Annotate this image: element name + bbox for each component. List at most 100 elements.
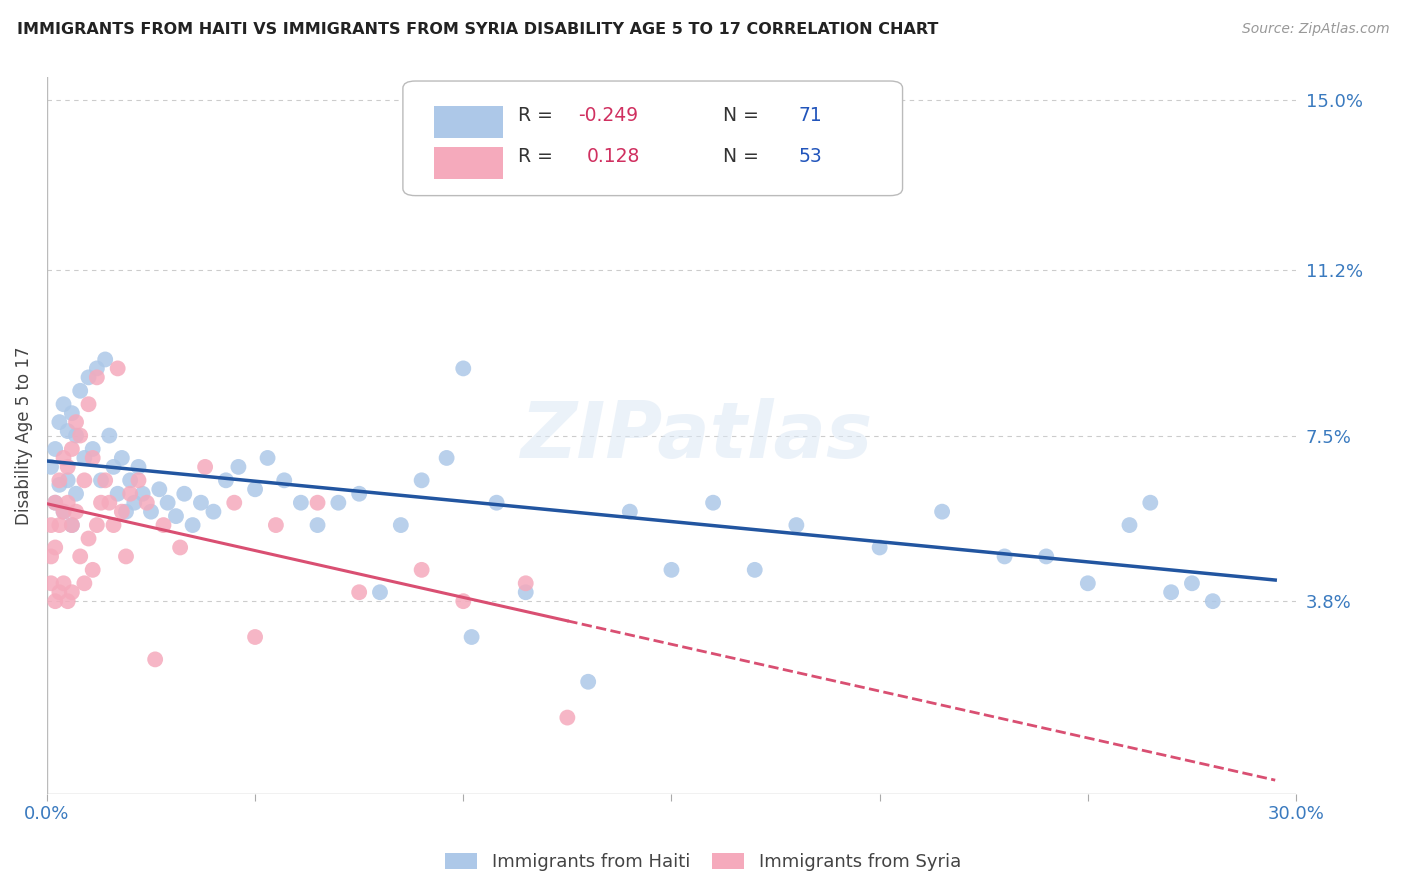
Point xyxy=(65,428,87,442)
Point xyxy=(139,505,162,519)
Point xyxy=(44,594,66,608)
Point xyxy=(173,487,195,501)
Point xyxy=(52,397,75,411)
Point xyxy=(48,518,70,533)
Point xyxy=(65,415,87,429)
Point xyxy=(307,496,329,510)
Point xyxy=(39,549,62,564)
Point xyxy=(115,505,138,519)
Point xyxy=(128,473,150,487)
Point xyxy=(243,483,266,497)
Point xyxy=(103,518,125,533)
Point xyxy=(86,370,108,384)
Point xyxy=(111,450,134,465)
Point xyxy=(94,352,117,367)
Text: 71: 71 xyxy=(799,106,823,125)
Point xyxy=(1118,518,1140,533)
Text: ZIPatlas: ZIPatlas xyxy=(520,398,873,474)
Bar xyxy=(434,147,503,179)
Point xyxy=(243,630,266,644)
Point xyxy=(411,563,433,577)
Point xyxy=(485,496,508,510)
Point xyxy=(152,518,174,533)
Point xyxy=(107,361,129,376)
Point xyxy=(65,487,87,501)
Point xyxy=(1139,496,1161,510)
Point xyxy=(56,496,79,510)
Point xyxy=(744,563,766,577)
Point xyxy=(1160,585,1182,599)
Point xyxy=(389,518,412,533)
Point xyxy=(52,576,75,591)
Point xyxy=(451,361,474,376)
Point xyxy=(224,496,246,510)
Point xyxy=(82,563,104,577)
Point xyxy=(619,505,641,519)
Text: Source: ZipAtlas.com: Source: ZipAtlas.com xyxy=(1241,22,1389,37)
Point xyxy=(169,541,191,555)
Point xyxy=(661,563,683,577)
Point xyxy=(165,509,187,524)
Point xyxy=(993,549,1015,564)
Point xyxy=(39,518,62,533)
Point xyxy=(48,585,70,599)
Point xyxy=(73,473,96,487)
Text: N =: N = xyxy=(711,147,765,166)
Point xyxy=(44,496,66,510)
Point xyxy=(60,518,83,533)
Y-axis label: Disability Age 5 to 17: Disability Age 5 to 17 xyxy=(15,346,32,524)
Point xyxy=(39,576,62,591)
Text: 0.128: 0.128 xyxy=(586,147,640,166)
Point xyxy=(52,505,75,519)
Point xyxy=(148,483,170,497)
Point xyxy=(328,496,350,510)
Point xyxy=(60,518,83,533)
Point xyxy=(202,505,225,519)
Point xyxy=(73,576,96,591)
Point xyxy=(77,532,100,546)
Point xyxy=(190,496,212,510)
Point xyxy=(194,459,217,474)
Text: N =: N = xyxy=(711,106,765,125)
Point xyxy=(65,505,87,519)
Point xyxy=(228,459,250,474)
Point xyxy=(143,652,166,666)
Text: R =: R = xyxy=(517,147,565,166)
Point xyxy=(98,496,121,510)
Point xyxy=(56,473,79,487)
Point xyxy=(347,487,370,501)
Point xyxy=(931,505,953,519)
Point xyxy=(1077,576,1099,591)
Text: 53: 53 xyxy=(799,147,823,166)
Point xyxy=(56,459,79,474)
Point xyxy=(44,442,66,456)
Point xyxy=(111,505,134,519)
Point xyxy=(120,487,142,501)
Point xyxy=(1181,576,1204,591)
Point xyxy=(869,541,891,555)
Point xyxy=(98,428,121,442)
Point xyxy=(1035,549,1057,564)
Point xyxy=(156,496,179,510)
Point xyxy=(131,487,153,501)
Point xyxy=(56,594,79,608)
Point xyxy=(52,505,75,519)
Point xyxy=(436,450,458,465)
Point xyxy=(557,710,579,724)
Point xyxy=(86,518,108,533)
Point xyxy=(39,459,62,474)
Point xyxy=(347,585,370,599)
Point xyxy=(460,630,482,644)
Point xyxy=(515,576,537,591)
Point xyxy=(77,397,100,411)
Point xyxy=(181,518,204,533)
Point xyxy=(273,473,295,487)
Point xyxy=(94,473,117,487)
Point xyxy=(90,496,112,510)
Point xyxy=(60,585,83,599)
Text: IMMIGRANTS FROM HAITI VS IMMIGRANTS FROM SYRIA DISABILITY AGE 5 TO 17 CORRELATIO: IMMIGRANTS FROM HAITI VS IMMIGRANTS FROM… xyxy=(17,22,938,37)
Point xyxy=(115,549,138,564)
Point xyxy=(290,496,312,510)
Text: R =: R = xyxy=(517,106,558,125)
Point xyxy=(82,450,104,465)
